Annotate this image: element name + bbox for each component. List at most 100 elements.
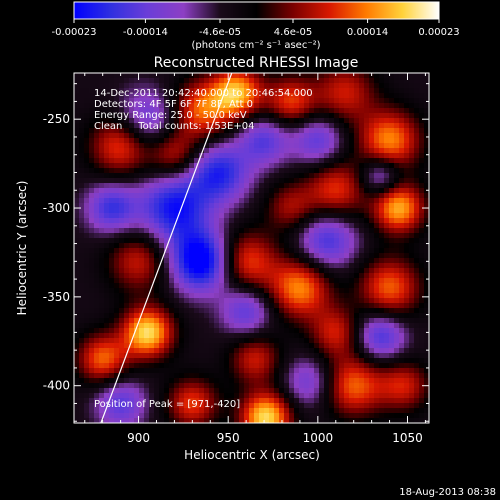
- heatmap-cell: [139, 318, 145, 324]
- heatmap-cell: [329, 178, 335, 184]
- heatmap-cell: [269, 328, 275, 334]
- heatmap-cell: [314, 208, 320, 214]
- heatmap-cell: [244, 103, 250, 109]
- heatmap-cell: [199, 73, 205, 79]
- heatmap-cell: [184, 78, 190, 84]
- heatmap-cell: [364, 303, 370, 309]
- heatmap-cell: [324, 138, 330, 144]
- heatmap-cell: [274, 233, 280, 239]
- heatmap-cell: [319, 293, 325, 299]
- heatmap-cell: [409, 313, 415, 319]
- heatmap-cell: [194, 418, 200, 423]
- heatmap-cell: [214, 203, 220, 209]
- heatmap-cell: [244, 363, 250, 369]
- heatmap-cell: [404, 368, 410, 374]
- heatmap-cell: [164, 313, 170, 319]
- heatmap-cell: [139, 388, 145, 394]
- heatmap-cell: [409, 193, 415, 199]
- heatmap-cell: [194, 88, 200, 94]
- heatmap-cell: [119, 268, 125, 274]
- heatmap-cell: [129, 293, 135, 299]
- heatmap-cell: [254, 138, 260, 144]
- heatmap-cell: [114, 213, 120, 219]
- heatmap-cell: [109, 358, 115, 364]
- heatmap-cell: [179, 233, 185, 239]
- heatmap-cell: [244, 93, 250, 99]
- heatmap-cell: [369, 223, 375, 229]
- heatmap-cell: [119, 398, 125, 404]
- heatmap-cell: [284, 268, 290, 274]
- heatmap-cell: [419, 238, 425, 244]
- heatmap-cell: [314, 373, 320, 379]
- heatmap-cell: [334, 208, 340, 214]
- heatmap-cell: [389, 113, 395, 119]
- heatmap-cell: [329, 303, 335, 309]
- heatmap-cell: [349, 138, 355, 144]
- heatmap-cell: [139, 143, 145, 149]
- heatmap-cell: [414, 398, 420, 404]
- heatmap-cell: [419, 388, 425, 394]
- heatmap-cell: [404, 363, 410, 369]
- heatmap-cell: [174, 108, 180, 114]
- heatmap-cell: [239, 223, 245, 229]
- heatmap-cell: [194, 113, 200, 119]
- heatmap-cell: [364, 173, 370, 179]
- heatmap-cell: [84, 388, 90, 394]
- heatmap-cell: [204, 98, 210, 104]
- heatmap-cell: [289, 348, 295, 354]
- heatmap-cell: [404, 343, 410, 349]
- heatmap-cell: [199, 348, 205, 354]
- heatmap-cell: [269, 363, 275, 369]
- heatmap-cell: [364, 273, 370, 279]
- heatmap-cell: [209, 73, 215, 79]
- heatmap-cell: [109, 93, 115, 99]
- heatmap-cell: [324, 318, 330, 324]
- heatmap-cell: [139, 178, 145, 184]
- heatmap-cell: [349, 273, 355, 279]
- heatmap-cell: [159, 323, 165, 329]
- heatmap-cell: [179, 248, 185, 254]
- heatmap-cell: [139, 288, 145, 294]
- heatmap-cell: [404, 163, 410, 169]
- heatmap-cell: [334, 328, 340, 334]
- heatmap-cell: [84, 263, 90, 269]
- heatmap-cell: [254, 98, 260, 104]
- heatmap-cell: [154, 373, 160, 379]
- heatmap-cell: [239, 178, 245, 184]
- heatmap-cell: [99, 93, 105, 99]
- heatmap-cell: [174, 203, 180, 209]
- heatmap-cell: [179, 328, 185, 334]
- heatmap-cell: [204, 248, 210, 254]
- heatmap-cell: [274, 123, 280, 129]
- heatmap-cell: [329, 228, 335, 234]
- heatmap-cell: [344, 228, 350, 234]
- heatmap-cell: [179, 83, 185, 89]
- heatmap-cell: [274, 228, 280, 234]
- heatmap-cell: [274, 313, 280, 319]
- heatmap-cell: [114, 163, 120, 169]
- heatmap-cell: [144, 208, 150, 214]
- heatmap-cell: [209, 363, 215, 369]
- heatmap-cell: [184, 348, 190, 354]
- heatmap-cell: [79, 128, 85, 134]
- heatmap-cell: [249, 308, 255, 314]
- heatmap-cell: [264, 93, 270, 99]
- heatmap-cell: [199, 293, 205, 299]
- heatmap-cell: [304, 98, 310, 104]
- heatmap-cell: [144, 403, 150, 409]
- heatmap-cell: [424, 78, 429, 84]
- heatmap-cell: [394, 83, 400, 89]
- heatmap-cell: [424, 268, 429, 274]
- heatmap-cell: [284, 248, 290, 254]
- heatmap-cell: [119, 168, 125, 174]
- heatmap-cell: [284, 333, 290, 339]
- heatmap-cell: [134, 413, 140, 419]
- heatmap-cell: [304, 328, 310, 334]
- heatmap-cell: [354, 203, 360, 209]
- heatmap-cell: [194, 213, 200, 219]
- heatmap-cell: [94, 98, 100, 104]
- heatmap-cell: [344, 73, 350, 79]
- heatmap-cell: [194, 128, 200, 134]
- heatmap-cell: [229, 78, 235, 84]
- heatmap-cell: [254, 73, 260, 79]
